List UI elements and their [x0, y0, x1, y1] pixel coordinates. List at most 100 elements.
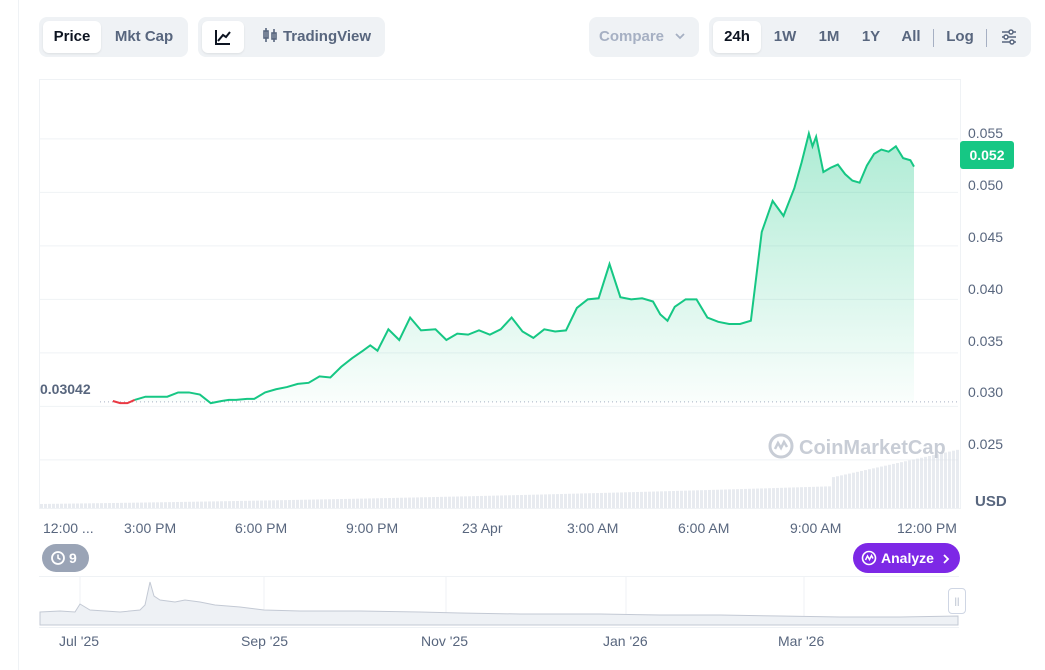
settings-sliders-icon	[1002, 29, 1016, 45]
chart-type-toggle: TradingView	[198, 17, 385, 57]
volume-bar	[884, 465, 887, 508]
line-chart-button[interactable]	[202, 21, 244, 53]
navigator-handle[interactable]: ||	[948, 588, 966, 614]
volume-bar	[268, 500, 271, 508]
compare-label: Compare	[599, 28, 665, 45]
volume-bar	[332, 499, 335, 508]
volume-bar	[396, 497, 399, 508]
volume-bar	[848, 473, 851, 508]
mkt-cap-tab[interactable]: Mkt Cap	[114, 28, 174, 45]
volume-bar	[216, 501, 219, 508]
volume-bar	[652, 491, 655, 508]
chart-settings-button[interactable]	[993, 21, 1025, 53]
volume-bar	[624, 492, 627, 508]
volume-bar	[544, 494, 547, 508]
volume-bar	[204, 501, 207, 508]
volume-bar	[640, 491, 643, 508]
volume-bar	[312, 499, 315, 508]
y-tick-label: 0.055	[968, 125, 1004, 141]
volume-bar	[244, 500, 247, 508]
x-tick-label: 3:00 AM	[567, 520, 619, 536]
range-navigator[interactable]	[39, 576, 959, 628]
currency-label: USD	[975, 493, 1007, 510]
volume-bar	[724, 489, 727, 508]
volume-bar	[188, 501, 191, 508]
volume-bar	[360, 498, 363, 508]
divider	[933, 29, 934, 47]
volume-bar	[236, 500, 239, 508]
volume-bar	[956, 449, 959, 508]
series-line-down	[112, 399, 136, 405]
alerts-button[interactable]: 9	[42, 544, 89, 572]
volume-bar	[868, 469, 871, 508]
x-tick-label: 6:00 AM	[678, 520, 730, 536]
volume-bar	[184, 501, 187, 508]
volume-bar	[568, 493, 571, 508]
volume-bar	[320, 499, 323, 508]
analyze-button[interactable]: Analyze	[853, 543, 960, 573]
volume-bar	[556, 494, 559, 508]
volume-bar	[584, 493, 587, 508]
volume-bar	[220, 501, 223, 508]
volume-bar	[632, 492, 635, 508]
volume-bar	[176, 502, 179, 508]
navigator-tick-label: Jan '26	[603, 633, 648, 649]
compare-dropdown[interactable]: Compare	[589, 17, 699, 57]
volume-bar	[336, 499, 339, 508]
volume-bar	[252, 500, 255, 508]
volume-bar	[444, 496, 447, 508]
volume-bar	[96, 503, 99, 508]
y-tick-label: 0.040	[968, 281, 1004, 297]
range-1w[interactable]: 1W	[773, 28, 797, 45]
volume-bar	[864, 470, 867, 508]
range-1y[interactable]: 1Y	[861, 28, 881, 45]
volume-bar	[124, 502, 127, 508]
volume-bar	[384, 498, 387, 508]
volume-bar	[508, 495, 511, 508]
volume-bar	[572, 493, 575, 508]
volume-bar	[760, 488, 763, 508]
log-scale-button[interactable]: Log	[946, 28, 974, 45]
tradingview-button[interactable]: TradingView	[250, 21, 382, 53]
volume-bar	[232, 501, 235, 508]
volume-bar	[308, 499, 311, 508]
chart-area[interactable]	[39, 79, 961, 509]
x-tick-label: 6:00 PM	[235, 520, 288, 536]
volume-bar	[424, 497, 427, 508]
volume-bar	[532, 494, 535, 508]
volume-bar	[160, 502, 163, 508]
volume-bar	[340, 499, 343, 508]
range-1m[interactable]: 1M	[818, 28, 840, 45]
volume-bar	[40, 504, 43, 508]
volume-bar	[896, 463, 899, 508]
analyze-label: Analyze	[881, 550, 934, 566]
navigator-tick-label: Nov '25	[421, 633, 469, 649]
volume-bar	[264, 500, 267, 508]
volume-bar	[840, 475, 843, 508]
volume-bar	[776, 487, 779, 508]
volume-bar	[552, 494, 555, 508]
volume-bar	[684, 490, 687, 508]
volume-bar	[792, 487, 795, 508]
volume-bar	[676, 490, 679, 508]
volume-bar	[600, 492, 603, 508]
volume-bar	[736, 489, 739, 508]
volume-bar	[548, 494, 551, 508]
volume-bar	[372, 498, 375, 508]
x-tick-label: 12:00 ...	[43, 520, 94, 536]
volume-bar	[788, 487, 791, 508]
volume-bar	[472, 496, 475, 508]
volume-bar	[272, 500, 275, 508]
volume-bar	[728, 489, 731, 508]
range-all[interactable]: All	[901, 28, 921, 45]
range-24h[interactable]: 24h	[713, 21, 761, 53]
price-tab[interactable]: Price	[43, 21, 101, 53]
volume-bar	[636, 491, 639, 508]
current-price-badge: 0.052	[960, 141, 1014, 169]
volume-bar	[596, 493, 599, 508]
x-tick-label: 9:00 AM	[790, 520, 842, 536]
volume-bar	[564, 493, 567, 508]
volume-bar	[892, 463, 895, 508]
volume-bar	[60, 503, 63, 508]
volume-bar	[940, 453, 943, 508]
